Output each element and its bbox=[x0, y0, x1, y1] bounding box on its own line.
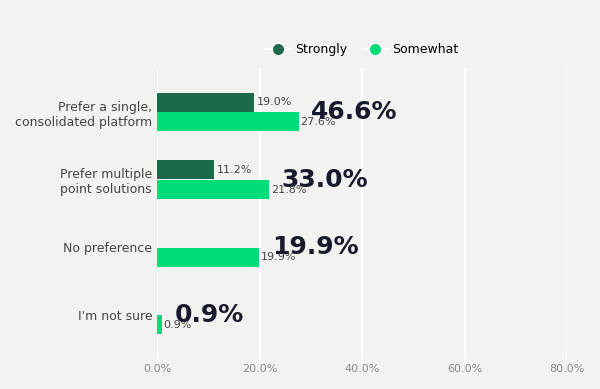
Text: 21.8%: 21.8% bbox=[271, 184, 307, 194]
Text: 0.9%: 0.9% bbox=[175, 303, 244, 327]
Legend: Strongly, Somewhat: Strongly, Somewhat bbox=[262, 39, 463, 60]
Text: 33.0%: 33.0% bbox=[281, 168, 368, 192]
Bar bbox=[157, 93, 254, 112]
Text: 27.6%: 27.6% bbox=[301, 117, 336, 127]
Text: 19.9%: 19.9% bbox=[272, 235, 359, 259]
Text: 19.0%: 19.0% bbox=[256, 97, 292, 107]
Bar bbox=[157, 160, 214, 179]
Bar bbox=[157, 180, 269, 199]
Text: 46.6%: 46.6% bbox=[311, 100, 398, 124]
Text: 0.9%: 0.9% bbox=[164, 320, 192, 330]
Bar bbox=[157, 112, 299, 131]
Bar bbox=[157, 248, 259, 267]
Text: 11.2%: 11.2% bbox=[217, 165, 252, 175]
Bar bbox=[157, 315, 161, 335]
Text: 19.9%: 19.9% bbox=[261, 252, 296, 262]
